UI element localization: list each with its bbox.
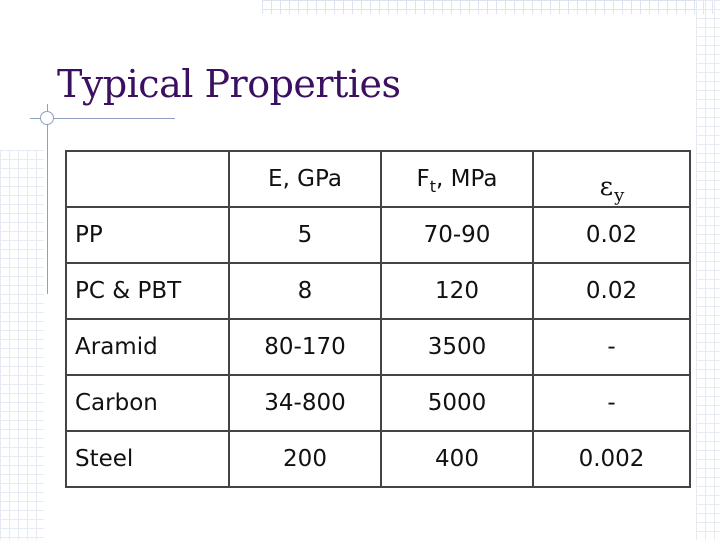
table-row: PP 5 70-90 0.02 (65, 206, 691, 264)
table-row: Steel 200 400 0.002 (65, 430, 691, 488)
material-cell: Carbon (65, 374, 230, 432)
header-cell-modulus: E, GPa (228, 150, 382, 208)
material-cell: PP (65, 206, 230, 264)
tensile-cell: 120 (380, 262, 534, 320)
tensile-cell: 70-90 (380, 206, 534, 264)
strain-cell: - (532, 374, 691, 432)
table-row: Aramid 80-170 3500 - (65, 318, 691, 376)
title-underline (30, 118, 175, 119)
epsilon-symbol: ε (599, 172, 614, 202)
decorative-grid-top (262, 0, 720, 14)
strain-cell: 0.02 (532, 262, 691, 320)
material-cell: Aramid (65, 318, 230, 376)
slide-title: Typical Properties (57, 62, 401, 106)
vertical-rule (47, 104, 48, 294)
tensile-cell: 400 (380, 430, 534, 488)
modulus-cell: 200 (228, 430, 382, 488)
properties-table: E, GPa Ft, MPa εy PP 5 70-90 0.02 PC & P… (65, 150, 691, 488)
table-row: Carbon 34-800 5000 - (65, 374, 691, 432)
header-cell-empty (65, 150, 230, 208)
header-ft-sub: t (429, 177, 437, 196)
modulus-cell: 80-170 (228, 318, 382, 376)
header-ft-main: F (416, 166, 430, 192)
tensile-cell: 3500 (380, 318, 534, 376)
header-ft-tail: , MPa (436, 166, 498, 192)
header-strain-symbol: εy (599, 172, 625, 206)
table-row: PC & PBT 8 120 0.02 (65, 262, 691, 320)
crosshair-ornament (40, 111, 54, 125)
material-cell: Steel (65, 430, 230, 488)
modulus-cell: 34-800 (228, 374, 382, 432)
strain-cell: 0.002 (532, 430, 691, 488)
strain-cell: - (532, 318, 691, 376)
modulus-cell: 5 (228, 206, 382, 264)
decorative-grid-right (696, 0, 720, 540)
epsilon-sub: y (614, 185, 625, 206)
material-cell: PC & PBT (65, 262, 230, 320)
decorative-grid-left (0, 150, 44, 540)
strain-cell: 0.02 (532, 206, 691, 264)
tensile-cell: 5000 (380, 374, 534, 432)
table-header-row: E, GPa Ft, MPa εy (65, 150, 691, 208)
header-cell-strain: εy (532, 150, 691, 208)
modulus-cell: 8 (228, 262, 382, 320)
header-cell-tensile-strength: Ft, MPa (380, 150, 534, 208)
